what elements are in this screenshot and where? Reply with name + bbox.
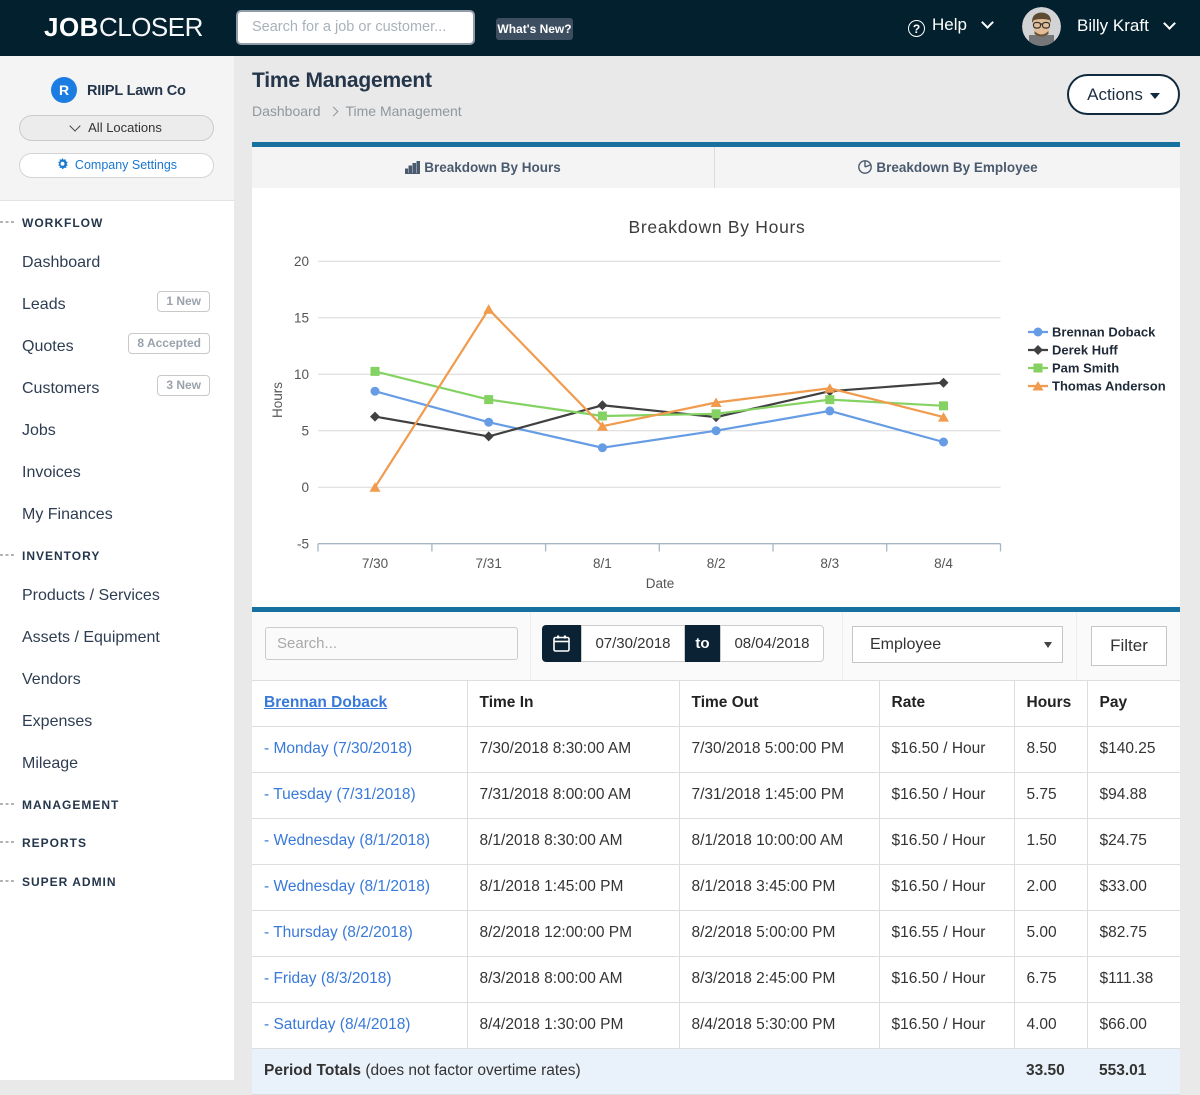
svg-text:Date: Date bbox=[646, 576, 675, 591]
svg-text:Thomas Anderson: Thomas Anderson bbox=[1052, 379, 1166, 394]
svg-text:0: 0 bbox=[301, 480, 309, 495]
svg-text:5: 5 bbox=[301, 424, 309, 439]
svg-text:8/2: 8/2 bbox=[707, 556, 726, 571]
svg-text:7/30: 7/30 bbox=[362, 556, 388, 571]
svg-text:Breakdown By Hours: Breakdown By Hours bbox=[629, 217, 806, 237]
svg-text:20: 20 bbox=[294, 254, 309, 269]
svg-text:8/4: 8/4 bbox=[934, 556, 953, 571]
svg-text:8/3: 8/3 bbox=[820, 556, 839, 571]
svg-text:-5: -5 bbox=[297, 537, 309, 552]
svg-text:Brennan Doback: Brennan Doback bbox=[1052, 325, 1156, 340]
svg-text:10: 10 bbox=[294, 367, 309, 382]
svg-text:8/1: 8/1 bbox=[593, 556, 612, 571]
svg-text:15: 15 bbox=[294, 311, 309, 326]
svg-text:7/31: 7/31 bbox=[476, 556, 502, 571]
svg-text:Hours: Hours bbox=[270, 382, 285, 418]
svg-text:Pam Smith: Pam Smith bbox=[1052, 361, 1119, 376]
svg-text:Derek Huff: Derek Huff bbox=[1052, 343, 1118, 358]
